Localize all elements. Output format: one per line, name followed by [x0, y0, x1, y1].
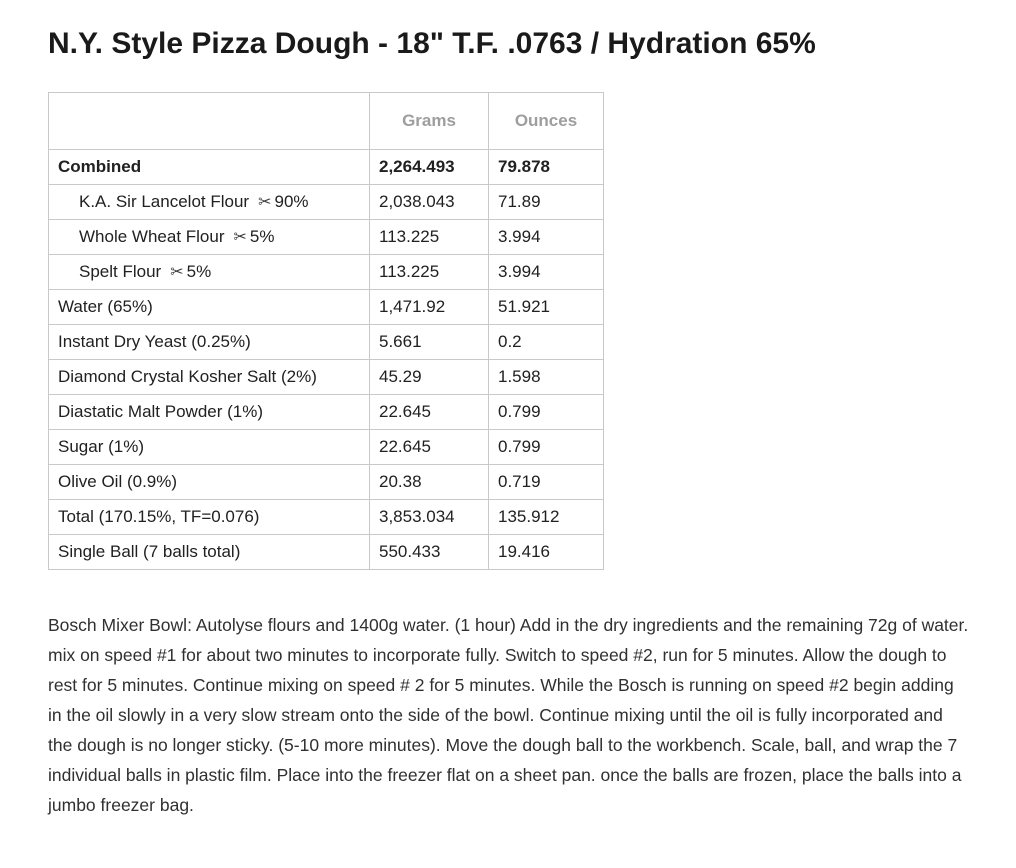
ounces-value: 0.719 — [488, 464, 604, 500]
ingredient-percent: 5% — [249, 227, 275, 246]
grams-value: 1,471.92 — [369, 289, 489, 325]
table-row: Total (170.15%, TF=0.076) 3,853.034 135.91… — [48, 499, 604, 535]
ingredient-cell: Diamond Crystal Kosher Salt (2%) — [48, 359, 370, 395]
ounces-value: 1.598 — [488, 359, 604, 395]
column-header-grams: Grams — [369, 92, 489, 150]
table-row: Whole Wheat Flour ✂ 5% 113.225 3.994 — [48, 219, 604, 255]
table-row: Olive Oil (0.9%) 20.38 0.719 — [48, 464, 604, 500]
ounces-value: 71.89 — [488, 184, 604, 220]
ingredient-label: Diastatic Malt Powder (1%) — [58, 402, 264, 421]
grams-value: 20.38 — [369, 464, 489, 500]
ingredient-label: Olive Oil (0.9%) — [58, 472, 178, 491]
ounces-value: 0.799 — [488, 429, 604, 465]
table-row: Water (65%) 1,471.92 51.921 — [48, 289, 604, 325]
ingredient-cell: Diastatic Malt Powder (1%) — [48, 394, 370, 430]
ingredient-cell: Olive Oil (0.9%) — [48, 464, 370, 500]
instructions-text: Bosch Mixer Bowl: Autolyse flours and 14… — [48, 615, 969, 815]
ingredient-cell: Whole Wheat Flour ✂ 5% — [48, 219, 370, 255]
table-row: Combined 2,264.493 79.878 — [48, 149, 604, 185]
grams-value: 113.225 — [369, 254, 489, 290]
column-header-ounces: Ounces — [488, 92, 604, 150]
ingredient-label: K.A. Sir Lancelot Flour — [79, 192, 250, 211]
table-row: K.A. Sir Lancelot Flour ✂ 90% 2,038.043 71.8… — [48, 184, 604, 220]
scissors-icon: ✂ — [233, 229, 247, 246]
ounces-value: 3.994 — [488, 254, 604, 290]
table-row: Diamond Crystal Kosher Salt (2%) 45.29 1.5… — [48, 359, 604, 395]
page-title: N.Y. Style Pizza Dough - 18" T.F. .0763 … — [48, 27, 816, 60]
grams-value: 22.645 — [369, 394, 489, 430]
ounces-value: 51.921 — [488, 289, 604, 325]
grams-value: 45.29 — [369, 359, 489, 395]
ounces-value: 0.799 — [488, 394, 604, 430]
ingredient-cell: Single Ball (7 balls total) — [48, 534, 370, 570]
ingredient-cell: Sugar (1%) — [48, 429, 370, 465]
ingredient-label: Whole Wheat Flour — [79, 227, 225, 246]
ingredient-label: Water (65%) — [58, 297, 153, 316]
ingredient-label: Combined — [58, 157, 142, 176]
ingredients-table: Grams Ounces Combined 2,264.493 79.878 K.A.… — [48, 92, 604, 570]
table-row: Sugar (1%) 22.645 0.799 — [48, 429, 604, 465]
grams-value: 22.645 — [369, 429, 489, 465]
ingredient-percent: 5% — [186, 262, 212, 281]
table-row: Diastatic Malt Powder (1%) 22.645 0.799 — [48, 394, 604, 430]
ingredient-cell: Spelt Flour ✂ 5% — [48, 254, 370, 290]
scissors-icon: ✂ — [258, 194, 272, 211]
ounces-value: 135.912 — [488, 499, 604, 535]
ounces-value: 19.416 — [488, 534, 604, 570]
grams-value: 2,038.043 — [369, 184, 489, 220]
ounces-value: 0.2 — [488, 324, 604, 360]
table-row: Spelt Flour ✂ 5% 113.225 3.994 — [48, 254, 604, 290]
ingredient-cell: Water (65%) — [48, 289, 370, 325]
ingredient-cell: Total (170.15%, TF=0.076) — [48, 499, 370, 535]
ingredient-label: Instant Dry Yeast (0.25%) — [58, 332, 251, 351]
ingredient-percent: 90% — [274, 192, 309, 211]
table-row: Single Ball (7 balls total) 550.433 19.416 — [48, 534, 604, 570]
scissors-icon: ✂ — [170, 264, 184, 281]
ingredient-label: Single Ball (7 balls total) — [58, 542, 241, 561]
grams-value: 2,264.493 — [369, 149, 489, 185]
ingredient-label: Spelt Flour — [79, 262, 162, 281]
grams-value: 3,853.034 — [369, 499, 489, 535]
ounces-value: 79.878 — [488, 149, 604, 185]
table-header-row: Grams Ounces — [48, 92, 604, 150]
grams-value: 113.225 — [369, 219, 489, 255]
ounces-value: 3.994 — [488, 219, 604, 255]
grams-value: 550.433 — [369, 534, 489, 570]
table-row: Instant Dry Yeast (0.25%) 5.661 0.2 — [48, 324, 604, 360]
ingredient-cell: Combined — [48, 149, 370, 185]
grams-value: 5.661 — [369, 324, 489, 360]
column-header-ingredient — [48, 92, 370, 150]
ingredient-cell: Instant Dry Yeast (0.25%) — [48, 324, 370, 360]
ingredient-label: Sugar (1%) — [58, 437, 144, 456]
ingredient-label: Diamond Crystal Kosher Salt (2%) — [58, 367, 317, 386]
ingredient-cell: K.A. Sir Lancelot Flour ✂ 90% — [48, 184, 370, 220]
ingredient-label: Total (170.15%, TF=0.076) — [58, 507, 260, 526]
